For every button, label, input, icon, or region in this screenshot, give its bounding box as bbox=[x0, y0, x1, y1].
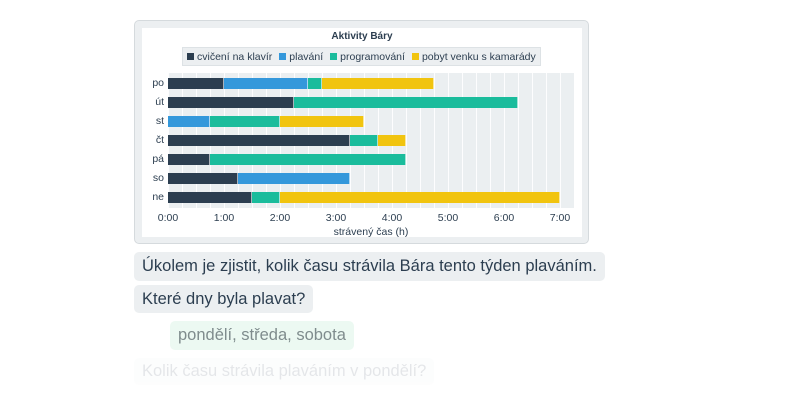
bar-segment bbox=[308, 78, 322, 89]
bar-row-so bbox=[168, 173, 350, 184]
legend-swatch-programovani bbox=[330, 53, 338, 60]
y-axis-label: út bbox=[155, 96, 164, 108]
legend-label: pobyt venku s kamarády bbox=[421, 50, 536, 63]
task-message: Úkolem je zjistit, kolik času strávila B… bbox=[134, 252, 605, 281]
bar-row-čt bbox=[168, 135, 406, 146]
question-message: Které dny byla plavat? bbox=[134, 285, 314, 313]
bar-segment bbox=[168, 173, 238, 184]
bar-segment bbox=[280, 192, 560, 203]
bar-row-ne bbox=[168, 192, 560, 203]
bar-segment bbox=[280, 116, 364, 127]
x-axis-tick: 5:00 bbox=[437, 212, 459, 224]
bar-segment bbox=[224, 78, 308, 89]
y-axis-label: pá bbox=[152, 153, 164, 165]
bar-row-pá bbox=[168, 154, 406, 165]
x-axis-tick: 0:00 bbox=[157, 212, 179, 224]
x-axis-tick: 2:00 bbox=[269, 212, 291, 224]
legend-item-programovani: programování bbox=[330, 51, 405, 63]
bar-segment bbox=[168, 192, 252, 203]
bar-row-po bbox=[168, 78, 434, 89]
y-axis-label: ne bbox=[152, 191, 164, 203]
x-axis-tick: 7:00 bbox=[549, 212, 571, 224]
bar-segment bbox=[210, 154, 406, 165]
chart-card: Aktivity Báry cvičení na klavír plavání … bbox=[134, 20, 589, 244]
bar-row-st bbox=[168, 116, 364, 127]
next-question-message: Kolik času strávila plaváním v pondělí? bbox=[134, 358, 435, 385]
bar-segment bbox=[168, 135, 350, 146]
x-axis-tick: 4:00 bbox=[381, 212, 403, 224]
x-axis-tick: 3:00 bbox=[325, 212, 347, 224]
bar-segment bbox=[168, 97, 294, 108]
legend-swatch-klavir bbox=[187, 53, 194, 60]
bar-segment bbox=[294, 97, 518, 108]
legend-item-venku: pobyt venku s kamarády bbox=[411, 50, 536, 63]
y-axis-label: so bbox=[152, 172, 164, 184]
bar-segment bbox=[238, 173, 350, 184]
bar-segment bbox=[322, 78, 434, 89]
plot-area bbox=[168, 73, 574, 208]
x-axis-tick: 6:00 bbox=[493, 212, 515, 224]
legend-swatch-venku bbox=[411, 53, 419, 60]
legend-label: cvičení na klavír bbox=[197, 50, 273, 63]
x-axis-tick: 1:00 bbox=[213, 212, 235, 224]
bar-segment bbox=[168, 78, 224, 89]
legend-swatch-plavani bbox=[279, 53, 287, 60]
bar-segment bbox=[210, 116, 280, 127]
x-axis-label: strávený čas (h) bbox=[333, 226, 409, 238]
bar-segment bbox=[378, 135, 406, 146]
bar-segment bbox=[168, 154, 210, 165]
bar-segment bbox=[252, 192, 280, 203]
legend-item-klavir: cvičení na klavír bbox=[187, 51, 272, 63]
bar-row-út bbox=[168, 97, 518, 108]
chart-area: Aktivity Báry cvičení na klavír plavání … bbox=[142, 28, 582, 238]
chart-title: Aktivity Báry bbox=[331, 31, 393, 42]
y-axis-label: po bbox=[152, 77, 164, 89]
chart-legend: cvičení na klavír plavání programování p… bbox=[182, 47, 541, 66]
answer-message: pondělí, středa, sobota bbox=[170, 321, 354, 350]
legend-item-plavani: plavání bbox=[279, 51, 323, 63]
bar-segment bbox=[168, 116, 210, 127]
y-axis-label: čt bbox=[155, 134, 164, 146]
legend-label: plavání bbox=[289, 50, 324, 63]
bar-segment bbox=[350, 135, 378, 146]
legend-label: programování bbox=[340, 50, 405, 63]
y-axis-label: st bbox=[155, 115, 164, 127]
